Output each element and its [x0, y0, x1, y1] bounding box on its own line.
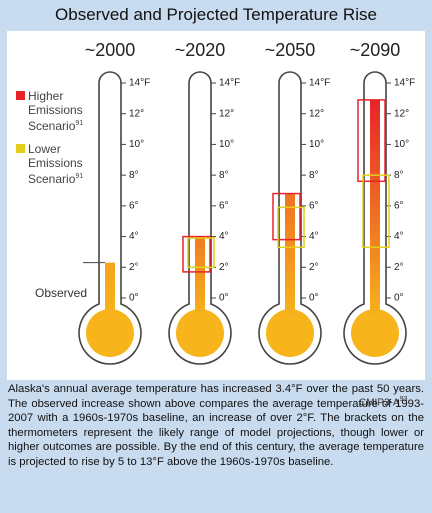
bulb — [86, 309, 134, 357]
thermometer-body — [168, 71, 232, 365]
y-tick-label: 8° — [129, 170, 139, 181]
y-tick-label: 6° — [129, 200, 139, 211]
fill-level — [285, 193, 295, 318]
legend-label: Higher Emissions Scenario — [28, 89, 83, 133]
legend-entry: Higher Emissions Scenario91 — [16, 89, 90, 133]
chart-panel: ~2000 0° 2° 4° 6° 8° 10° 12° 14°F ~2020 0° 2° 4° 6° 8°… — [7, 31, 425, 408]
thermometer-label: ~2050 — [265, 40, 316, 60]
lower-range — [277, 206, 305, 249]
y-tick-label: 12° — [129, 108, 144, 119]
y-tick-label: 10° — [394, 139, 409, 150]
source-note: 93 — [399, 396, 408, 403]
y-tick-label: 4° — [394, 231, 404, 242]
thermometer-label: ~2090 — [350, 40, 401, 60]
legend-swatch — [16, 91, 25, 100]
y-tick-label: 2° — [309, 262, 319, 273]
thermometer-label: ~2000 — [85, 40, 136, 60]
chart: ~2000 0° 2° 4° 6° 8° 10° 12° 14°F ~2020 0° 2° 4° 6° 8°… — [78, 40, 415, 365]
higher-range — [357, 99, 386, 183]
source-label: CMIP3-A — [359, 397, 400, 409]
y-tick-label: 2° — [219, 262, 229, 273]
y-tick-label: 12° — [394, 108, 409, 119]
y-tick-label: 12° — [309, 108, 324, 119]
y-tick-label: 12° — [219, 108, 234, 119]
y-tick-label: 14°F — [219, 78, 240, 89]
legend-note: 91 — [75, 173, 84, 180]
y-tick-label: 2° — [129, 262, 139, 273]
fill-level — [370, 99, 380, 319]
chart-title: Observed and Projected Temperature Rise — [55, 5, 377, 24]
y-tick-label: 0° — [309, 293, 319, 304]
y-tick-label: 14°F — [394, 78, 415, 89]
y-tick-label: 4° — [129, 231, 139, 242]
legend-entry: Lower Emissions Scenario91 — [16, 142, 90, 186]
y-tick-label: 2° — [394, 262, 404, 273]
y-tick-label: 0° — [394, 293, 404, 304]
y-tick-label: 8° — [219, 170, 229, 181]
y-tick-label: 0° — [219, 293, 229, 304]
annotation: Observed — [35, 286, 88, 300]
legend-note: 91 — [75, 120, 84, 127]
bulb — [351, 309, 399, 357]
bulb — [176, 309, 224, 357]
y-tick-label: 10° — [309, 139, 324, 150]
lower-range — [362, 174, 390, 249]
bulb — [266, 309, 314, 357]
source: CMIP3-A93 — [359, 396, 407, 408]
y-tick-label: 8° — [394, 170, 404, 181]
legend-swatch — [16, 144, 25, 153]
y-tick-label: 4° — [309, 231, 319, 242]
y-tick-label: 0° — [129, 293, 139, 304]
higher-range — [182, 235, 211, 273]
caption: Alaska's annual average temperature has … — [8, 383, 424, 468]
y-tick-label: 14°F — [129, 78, 150, 89]
y-tick-label: 8° — [309, 170, 319, 181]
thermometer-label: ~2020 — [175, 40, 226, 60]
y-tick-label: 6° — [309, 200, 319, 211]
y-tick-label: 6° — [219, 200, 229, 211]
y-tick-label: 4° — [219, 231, 229, 242]
y-tick-label: 10° — [129, 139, 144, 150]
fill-level — [195, 236, 205, 318]
y-tick-label: 10° — [219, 139, 234, 150]
legend-label: Lower Emissions Scenario — [28, 142, 83, 186]
y-tick-label: 6° — [394, 200, 404, 211]
fill-level — [105, 262, 115, 318]
thermometer-body — [78, 71, 142, 365]
lower-range — [187, 237, 215, 269]
y-tick-label: 14°F — [309, 78, 330, 89]
higher-range — [272, 192, 301, 241]
